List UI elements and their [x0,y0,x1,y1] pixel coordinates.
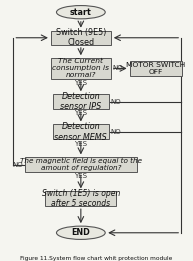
FancyBboxPatch shape [53,94,109,109]
Text: Figure 11.System flow chart whit protection module: Figure 11.System flow chart whit protect… [20,256,172,261]
Text: NO: NO [12,162,23,168]
FancyBboxPatch shape [51,31,111,45]
Text: The magnetic field is equal to the
amount of regulation?: The magnetic field is equal to the amoun… [20,158,142,171]
FancyBboxPatch shape [51,58,111,79]
Ellipse shape [57,5,105,19]
Text: YES: YES [74,140,87,146]
Text: YES: YES [74,110,87,116]
Text: Detection
sensor IPS: Detection sensor IPS [60,92,102,111]
Text: YES: YES [74,80,87,86]
FancyBboxPatch shape [45,191,116,206]
Text: Switch (1E5) is open
after 5 seconds: Switch (1E5) is open after 5 seconds [42,189,120,209]
Text: Detection
sensor MEMS: Detection sensor MEMS [54,122,107,141]
Text: NO: NO [111,99,121,105]
Text: YES: YES [74,174,87,180]
Text: END: END [71,228,90,237]
Text: NO: NO [113,66,123,72]
FancyBboxPatch shape [53,124,109,139]
Text: start: start [70,8,92,17]
FancyBboxPatch shape [130,61,182,76]
FancyBboxPatch shape [25,157,137,172]
Text: Switch (9E5)
Closed: Switch (9E5) Closed [56,28,106,48]
Text: MOTOR SWITCH
OFF: MOTOR SWITCH OFF [126,62,185,75]
Text: NO: NO [111,129,121,135]
Ellipse shape [57,226,105,239]
Text: The Current
consumption is
normal?: The Current consumption is normal? [52,58,109,79]
